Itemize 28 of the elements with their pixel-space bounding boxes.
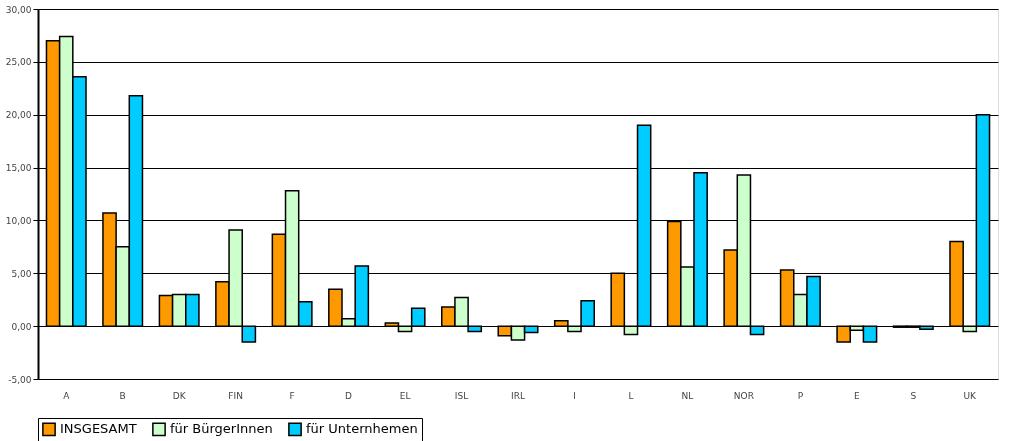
y-tick-label: 15,00 (5, 163, 32, 174)
x-tick-label: EL (399, 390, 411, 401)
y-tick-label: 5,00 (11, 268, 32, 279)
x-tick-label: D (345, 390, 353, 401)
x-tick-label: DK (172, 390, 187, 401)
y-tick-label: 30,00 (5, 4, 32, 15)
x-tick-label: NL (681, 390, 694, 401)
x-tick-label: I (573, 390, 576, 401)
x-tick-label: UK (963, 390, 978, 401)
legend-label: für BürgerInnen (170, 421, 273, 437)
x-tick-label: S (910, 390, 917, 401)
x-tick-label: F (289, 390, 295, 401)
y-tick-label: 20,00 (5, 110, 32, 121)
y-tick-label: 25,00 (5, 57, 32, 68)
x-tick-label: ISL (454, 390, 469, 401)
x-tick-label: E (853, 390, 860, 401)
legend-label: INSGESAMT (60, 421, 137, 437)
x-tick-label: L (628, 390, 634, 401)
x-tick-label: IRL (511, 390, 525, 401)
y-tick-label: 0,00 (11, 321, 32, 332)
x-tick-label: P (797, 390, 804, 401)
legend-label: für Unternhemen (306, 421, 418, 437)
x-tick-label: FIN (228, 390, 243, 401)
x-tick-label: A (63, 390, 71, 401)
x-tick-label: B (119, 390, 126, 401)
y-tick-label: -5,00 (8, 374, 32, 385)
y-tick-label: 10,00 (5, 215, 32, 226)
x-tick-label: NOR (733, 390, 754, 401)
